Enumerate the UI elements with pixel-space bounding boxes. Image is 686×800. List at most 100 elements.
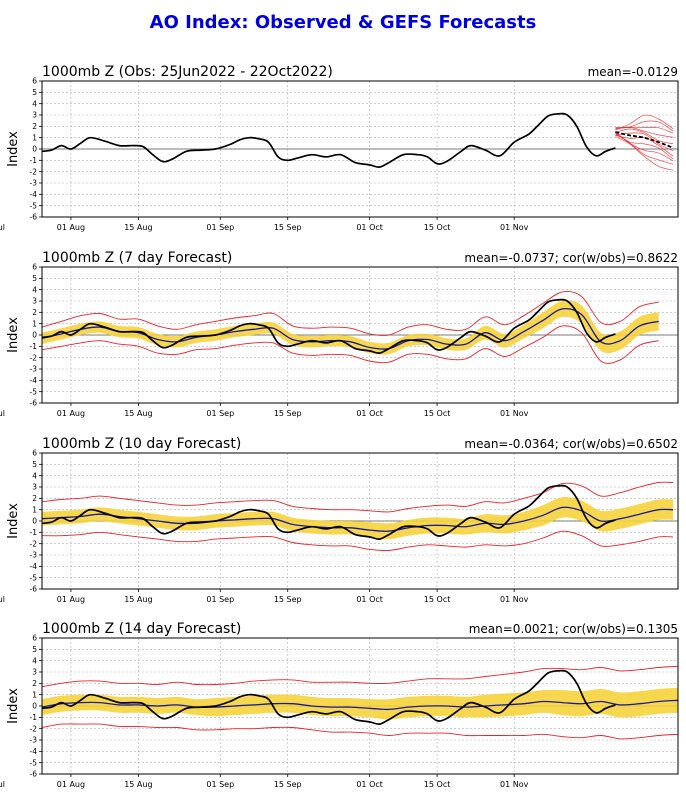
ensemble-min-line bbox=[41, 723, 679, 740]
ensemble-max-line bbox=[41, 665, 679, 688]
y-tick-label: -5 bbox=[30, 573, 38, 582]
y-tick-label: 3 bbox=[32, 483, 37, 492]
ensemble-member-line bbox=[615, 133, 674, 160]
y-tick-label: -3 bbox=[30, 179, 38, 188]
panel-1: 1000mb Z (Obs: 25Jun2022 - 22Oct2022) mea… bbox=[0, 64, 679, 232]
ensemble-member-line bbox=[615, 136, 674, 171]
y-tick-label: -5 bbox=[30, 201, 38, 210]
x-tick-label: 01 Sep bbox=[206, 595, 234, 604]
y-axis-label: Index bbox=[6, 317, 21, 353]
x-tick-label: 01 Oct bbox=[356, 223, 383, 232]
y-tick-label: -4 bbox=[30, 376, 38, 385]
ensemble-member-line bbox=[615, 135, 674, 157]
y-tick-label: -6 bbox=[30, 213, 38, 222]
panel-4: 1000mb Z (14 day Forecast) mean=0.0021; c… bbox=[0, 621, 679, 789]
y-tick-label: -6 bbox=[30, 585, 38, 594]
y-tick-label: -1 bbox=[30, 713, 38, 722]
y-tick-label: 0 bbox=[32, 145, 37, 154]
y-tick-label: -1 bbox=[30, 528, 38, 537]
y-tick-label: 6 bbox=[32, 263, 37, 272]
panel-stats: mean=0.0021; cor(w/obs)=0.1305 bbox=[469, 622, 678, 636]
x-tick-label: 15 Oct bbox=[424, 780, 451, 789]
y-tick-label: -3 bbox=[30, 365, 38, 374]
y-tick-label: 6 bbox=[32, 634, 37, 643]
x-tick-label: 15 Aug bbox=[124, 780, 152, 789]
x-tick-label: 15 Aug bbox=[124, 223, 152, 232]
x-tick-label: 01 Aug bbox=[57, 780, 85, 789]
y-tick-label: -1 bbox=[30, 156, 38, 165]
panel-3: 1000mb Z (10 day Forecast) mean=-0.0364; … bbox=[0, 436, 679, 604]
y-tick-label: 6 bbox=[32, 449, 37, 458]
y-tick-label: -4 bbox=[30, 190, 38, 199]
y-tick-label: 1 bbox=[32, 505, 37, 514]
y-tick-label: -6 bbox=[30, 770, 38, 779]
ensemble-max-line bbox=[41, 290, 659, 336]
y-tick-label: 3 bbox=[32, 111, 37, 120]
y-tick-label: 4 bbox=[32, 285, 37, 294]
x-tick-label: 01 Sep bbox=[206, 409, 234, 418]
y-tick-label: -2 bbox=[30, 539, 38, 548]
plot-frame bbox=[41, 266, 679, 404]
y-tick-label: -5 bbox=[30, 758, 38, 767]
chart-panels: 1000mb Z (Obs: 25Jun2022 - 22Oct2022) mea… bbox=[0, 64, 679, 789]
y-tick-label: 3 bbox=[32, 668, 37, 677]
x-tick-label: 01 Aug bbox=[57, 223, 85, 232]
panel-2: 1000mb Z (7 day Forecast) mean=-0.0737; c… bbox=[0, 250, 679, 418]
x-tick-label: 01 Nov bbox=[500, 780, 529, 789]
x-tick-label: 01 Oct bbox=[356, 409, 383, 418]
x-tick-label: 15 Aug bbox=[124, 595, 152, 604]
panel-stats: mean=-0.0737; cor(w/obs)=0.8622 bbox=[464, 251, 678, 265]
ensemble-member-line bbox=[615, 114, 674, 131]
y-tick-label: 1 bbox=[32, 690, 37, 699]
x-tick-label: 15 Oct bbox=[424, 223, 451, 232]
panel-stats: mean=-0.0129 bbox=[588, 65, 678, 79]
observed-ao-line bbox=[41, 484, 616, 540]
y-tick-label: -2 bbox=[30, 353, 38, 362]
y-axis-label: Index bbox=[6, 131, 21, 167]
y-tick-label: 6 bbox=[32, 77, 37, 86]
x-tick-label: 01 Aug bbox=[57, 409, 85, 418]
panel-title: 1000mb Z (7 day Forecast) bbox=[42, 250, 232, 266]
x-tick-label: 15 Oct bbox=[424, 595, 451, 604]
observed-ao-line bbox=[41, 669, 616, 725]
y-tick-label: 5 bbox=[32, 645, 37, 654]
y-tick-label: -3 bbox=[30, 736, 38, 745]
panel-title: 1000mb Z (10 day Forecast) bbox=[42, 436, 241, 452]
x-tick-label: 15 Jul bbox=[0, 780, 5, 789]
x-tick-label: 15 Aug bbox=[124, 409, 152, 418]
x-tick-label: 15 Oct bbox=[424, 409, 451, 418]
plot-frame bbox=[41, 80, 679, 218]
x-tick-label: 01 Sep bbox=[206, 223, 234, 232]
y-tick-label: 3 bbox=[32, 297, 37, 306]
x-tick-label: 01 Nov bbox=[500, 595, 529, 604]
plot-frame bbox=[41, 637, 679, 775]
plot-frame bbox=[41, 452, 679, 590]
y-tick-label: 1 bbox=[32, 319, 37, 328]
x-tick-label: 15 Jul bbox=[0, 595, 5, 604]
y-tick-label: -5 bbox=[30, 387, 38, 396]
figure-title: AO Index: Observed & GEFS Forecasts bbox=[150, 12, 537, 33]
x-tick-label: 15 Sep bbox=[274, 780, 302, 789]
panel-stats: mean=-0.0364; cor(w/obs)=0.6502 bbox=[464, 437, 678, 451]
x-tick-label: 15 Jul bbox=[0, 223, 5, 232]
y-tick-label: -6 bbox=[30, 399, 38, 408]
x-tick-label: 15 Jul bbox=[0, 409, 5, 418]
y-tick-label: 5 bbox=[32, 88, 37, 97]
ensemble-max-line bbox=[41, 481, 674, 513]
x-tick-label: 01 Aug bbox=[57, 595, 85, 604]
x-tick-label: 15 Sep bbox=[274, 595, 302, 604]
ensemble-member-line bbox=[615, 120, 674, 132]
y-tick-label: 0 bbox=[32, 702, 37, 711]
y-tick-label: 2 bbox=[32, 679, 37, 688]
y-tick-label: -1 bbox=[30, 342, 38, 351]
ensemble-mean-line bbox=[41, 307, 659, 350]
y-tick-label: -4 bbox=[30, 562, 38, 571]
y-axis-label: Index bbox=[6, 688, 21, 724]
ensemble-member-line bbox=[615, 132, 674, 152]
y-axis-label: Index bbox=[6, 503, 21, 539]
y-tick-label: 4 bbox=[32, 99, 37, 108]
ensemble-min-line bbox=[41, 325, 659, 364]
y-tick-label: 0 bbox=[32, 331, 37, 340]
y-tick-label: 0 bbox=[32, 517, 37, 526]
y-tick-label: -2 bbox=[30, 167, 38, 176]
